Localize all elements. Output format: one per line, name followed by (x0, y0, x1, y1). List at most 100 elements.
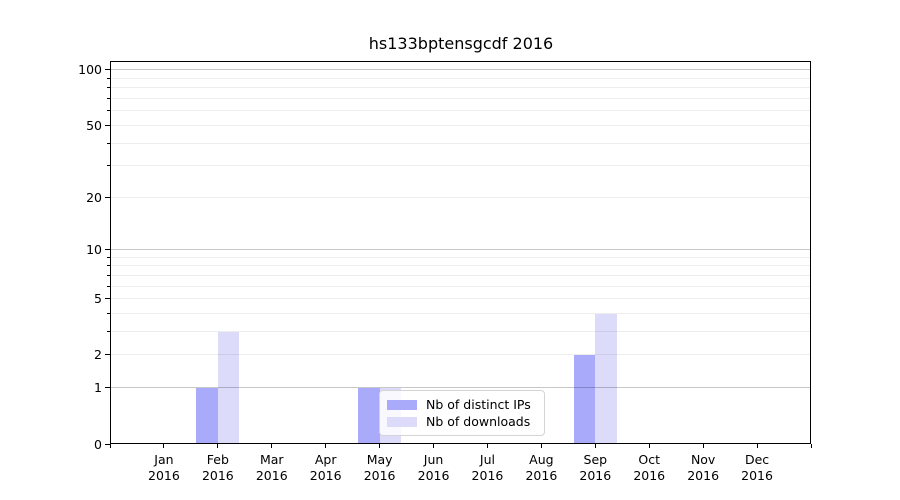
bar-may-distinct-ips (358, 387, 380, 443)
legend: Nb of distinct IPs Nb of downloads (379, 390, 545, 436)
y-minor-tick-mark (107, 110, 110, 112)
bar-feb-downloads (217, 331, 240, 443)
legend-swatch-distinct-ips (387, 399, 417, 410)
major-gridline (111, 249, 810, 251)
y-minor-tick-mark (107, 124, 110, 126)
minor-gridline (111, 110, 810, 112)
minor-gridline (111, 77, 810, 79)
y-tick-mark (105, 387, 110, 389)
y-minor-tick-mark (107, 142, 110, 144)
y-tick-mark (105, 69, 110, 71)
x-tick-mark (756, 444, 758, 448)
minor-gridline (111, 274, 810, 276)
x-tick-month: Jun (423, 452, 444, 467)
major-gridline (111, 387, 810, 389)
y-minor-tick-mark (107, 313, 110, 315)
x-tick-label-jul: Jul 2016 (457, 452, 517, 484)
y-minor-tick-mark (107, 165, 110, 167)
x-tick-mark (702, 444, 704, 448)
x-tick-month: Jul (479, 452, 495, 467)
x-tick-month: Feb (206, 452, 229, 467)
legend-item-downloads: Nb of downloads (387, 414, 536, 429)
y-tick-mark (105, 249, 110, 251)
x-tick-year: 2016 (633, 468, 666, 483)
x-tick-year: 2016 (148, 468, 180, 483)
x-tick-mark (486, 444, 488, 448)
minor-gridline (111, 313, 810, 315)
x-tick-year: 2016 (687, 468, 720, 483)
x-tick-label-dec: Dec 2016 (727, 452, 787, 484)
y-minor-tick-mark (107, 298, 110, 300)
y-minor-tick-mark (107, 77, 110, 79)
minor-gridline (111, 256, 810, 258)
minor-gridline (111, 285, 810, 287)
x-tick-label-sep: Sep 2016 (565, 452, 625, 484)
bar-sep-downloads (595, 313, 617, 443)
minor-gridline (111, 124, 810, 126)
x-tick-month: Nov (690, 452, 716, 467)
minor-gridline (111, 87, 810, 89)
y-tick-label: 1 (94, 380, 102, 396)
legend-swatch-downloads (387, 416, 417, 427)
x-tick-mark (540, 444, 542, 448)
x-tick-month: Sep (583, 452, 608, 467)
legend-item-distinct-ips: Nb of distinct IPs (387, 397, 536, 412)
x-tick-label-apr: Apr 2016 (296, 452, 356, 484)
x-tick-month: Mar (259, 452, 284, 467)
y-minor-tick-mark (107, 354, 110, 356)
y-tick-label: 2 (94, 347, 102, 363)
x-tick-mark (379, 444, 381, 448)
x-tick-year: 2016 (201, 468, 234, 483)
x-tick-label-oct: Oct 2016 (619, 452, 679, 484)
y-tick-label: 100 (78, 62, 102, 78)
minor-gridline (111, 196, 810, 198)
minor-gridline (111, 265, 810, 267)
y-minor-tick-mark (107, 196, 110, 198)
y-minor-tick-mark (107, 331, 110, 333)
x-tick-label-nov: Nov 2016 (673, 452, 733, 484)
y-tick-mark (105, 443, 110, 445)
x-tick-month: May (366, 452, 393, 467)
x-tick-year: 2016 (363, 468, 396, 483)
y-minor-tick-mark (107, 285, 110, 287)
legend-label-distinct-ips: Nb of distinct IPs (426, 397, 531, 412)
x-tick-label-jun: Jun 2016 (404, 452, 464, 484)
y-minor-tick-mark (107, 256, 110, 258)
y-tick-label: 0 (94, 436, 102, 452)
x-tick-month: Aug (529, 452, 554, 467)
minor-gridline (111, 98, 810, 100)
y-minor-tick-mark (107, 87, 110, 89)
x-tick-mark (433, 444, 435, 448)
major-gridline (111, 69, 810, 71)
minor-gridline (111, 142, 810, 144)
x-tick-label-jan: Jan 2016 (134, 452, 194, 484)
x-tick-mark (648, 444, 650, 448)
x-tick-label-mar: Mar 2016 (242, 452, 302, 484)
x-tick-mark (109, 444, 111, 448)
x-tick-mark (163, 444, 165, 448)
x-tick-year: 2016 (525, 468, 558, 483)
y-minor-tick-mark (107, 274, 110, 276)
x-tick-mark (271, 444, 273, 448)
bar-feb-distinct-ips (196, 387, 218, 443)
x-tick-mark (325, 444, 327, 448)
y-minor-tick-mark (107, 265, 110, 267)
x-tick-year: 2016 (579, 468, 612, 483)
x-tick-mark (594, 444, 596, 448)
legend-label-downloads: Nb of downloads (426, 414, 531, 429)
x-tick-year: 2016 (417, 468, 450, 483)
y-tick-label: 20 (86, 189, 102, 205)
y-tick-label: 50 (86, 117, 102, 133)
y-minor-tick-mark (107, 98, 110, 100)
chart-title: hs133bptensgcdf 2016 (368, 34, 554, 53)
x-tick-year: 2016 (309, 468, 342, 483)
x-tick-month: Oct (638, 452, 661, 467)
x-tick-mark (217, 444, 219, 448)
minor-gridline (111, 165, 810, 167)
minor-gridline (111, 354, 810, 356)
bar-sep-distinct-ips (573, 354, 596, 443)
